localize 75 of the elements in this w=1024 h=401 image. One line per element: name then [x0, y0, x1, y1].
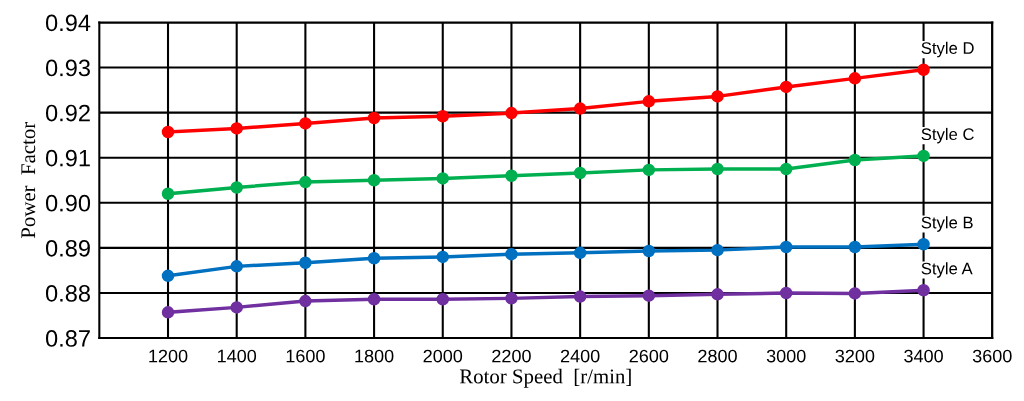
point — [573, 166, 587, 180]
point — [573, 102, 587, 115]
point — [230, 301, 243, 314]
point — [711, 288, 724, 301]
y-tick-label: 0.90 — [45, 194, 91, 212]
point — [367, 173, 381, 187]
x-tick-label: 2800 — [698, 349, 737, 363]
y-tick-label: 0.91 — [45, 149, 90, 167]
series-label: Style D — [921, 41, 974, 58]
point — [848, 287, 862, 300]
x-tick-label: 3400 — [904, 349, 943, 363]
point — [161, 187, 175, 201]
y-tick-label: 0.92 — [45, 104, 90, 122]
x-tick-label: 1200 — [149, 349, 188, 363]
point — [779, 240, 793, 254]
point — [711, 90, 724, 103]
x-tick-label: 3200 — [835, 349, 875, 363]
point — [230, 122, 243, 135]
point — [917, 238, 930, 251]
series-label: Style C — [921, 127, 974, 144]
point — [642, 95, 656, 108]
series-label: Style B — [921, 216, 973, 232]
point — [848, 153, 862, 167]
point — [230, 260, 243, 273]
point — [299, 175, 312, 189]
y-tick-label: 0.94 — [45, 14, 91, 32]
y-tick-label: 0.88 — [45, 285, 90, 302]
point — [779, 162, 793, 176]
point — [505, 292, 518, 305]
point — [711, 243, 724, 257]
point — [436, 250, 450, 264]
point — [573, 246, 587, 260]
point — [642, 244, 656, 258]
point — [642, 289, 656, 302]
y-tick-label: 0.87 — [45, 330, 90, 347]
point — [505, 247, 518, 261]
point — [917, 149, 930, 163]
point — [230, 181, 243, 194]
point — [779, 80, 793, 94]
point — [299, 294, 312, 308]
point — [505, 169, 518, 182]
point — [436, 172, 450, 185]
point — [161, 125, 175, 139]
point — [917, 284, 930, 297]
point — [367, 251, 381, 265]
point — [917, 63, 930, 77]
point — [299, 256, 312, 270]
point — [436, 109, 450, 123]
point — [848, 240, 862, 254]
x-tick-label: 1800 — [355, 349, 394, 363]
y-tick-label: 0.93 — [45, 59, 90, 77]
point — [573, 290, 587, 303]
point — [848, 72, 862, 85]
point — [436, 293, 450, 306]
point — [779, 286, 793, 300]
x-axis-title: Rotor Speed [r/min] — [459, 368, 631, 388]
x-tick-label: 2200 — [492, 349, 531, 363]
x-tick-label: 2400 — [560, 349, 600, 363]
point — [299, 117, 312, 130]
x-tick-label: 3600 — [972, 349, 1012, 363]
point — [711, 162, 724, 176]
x-tick-label: 1600 — [286, 349, 325, 363]
y-axis-title: Power Factor — [21, 122, 36, 239]
point — [642, 163, 656, 177]
x-tick-label: 1400 — [218, 349, 257, 363]
point — [161, 306, 175, 319]
x-tick-label: 3000 — [766, 349, 806, 363]
point — [367, 111, 381, 125]
series-label: Style A — [921, 262, 973, 278]
x-tick-label: 2600 — [629, 349, 669, 363]
y-tick-label: 0.89 — [45, 239, 90, 257]
point — [505, 106, 518, 120]
x-tick-label: 2000 — [423, 349, 463, 363]
point — [161, 269, 175, 283]
point — [367, 293, 381, 306]
